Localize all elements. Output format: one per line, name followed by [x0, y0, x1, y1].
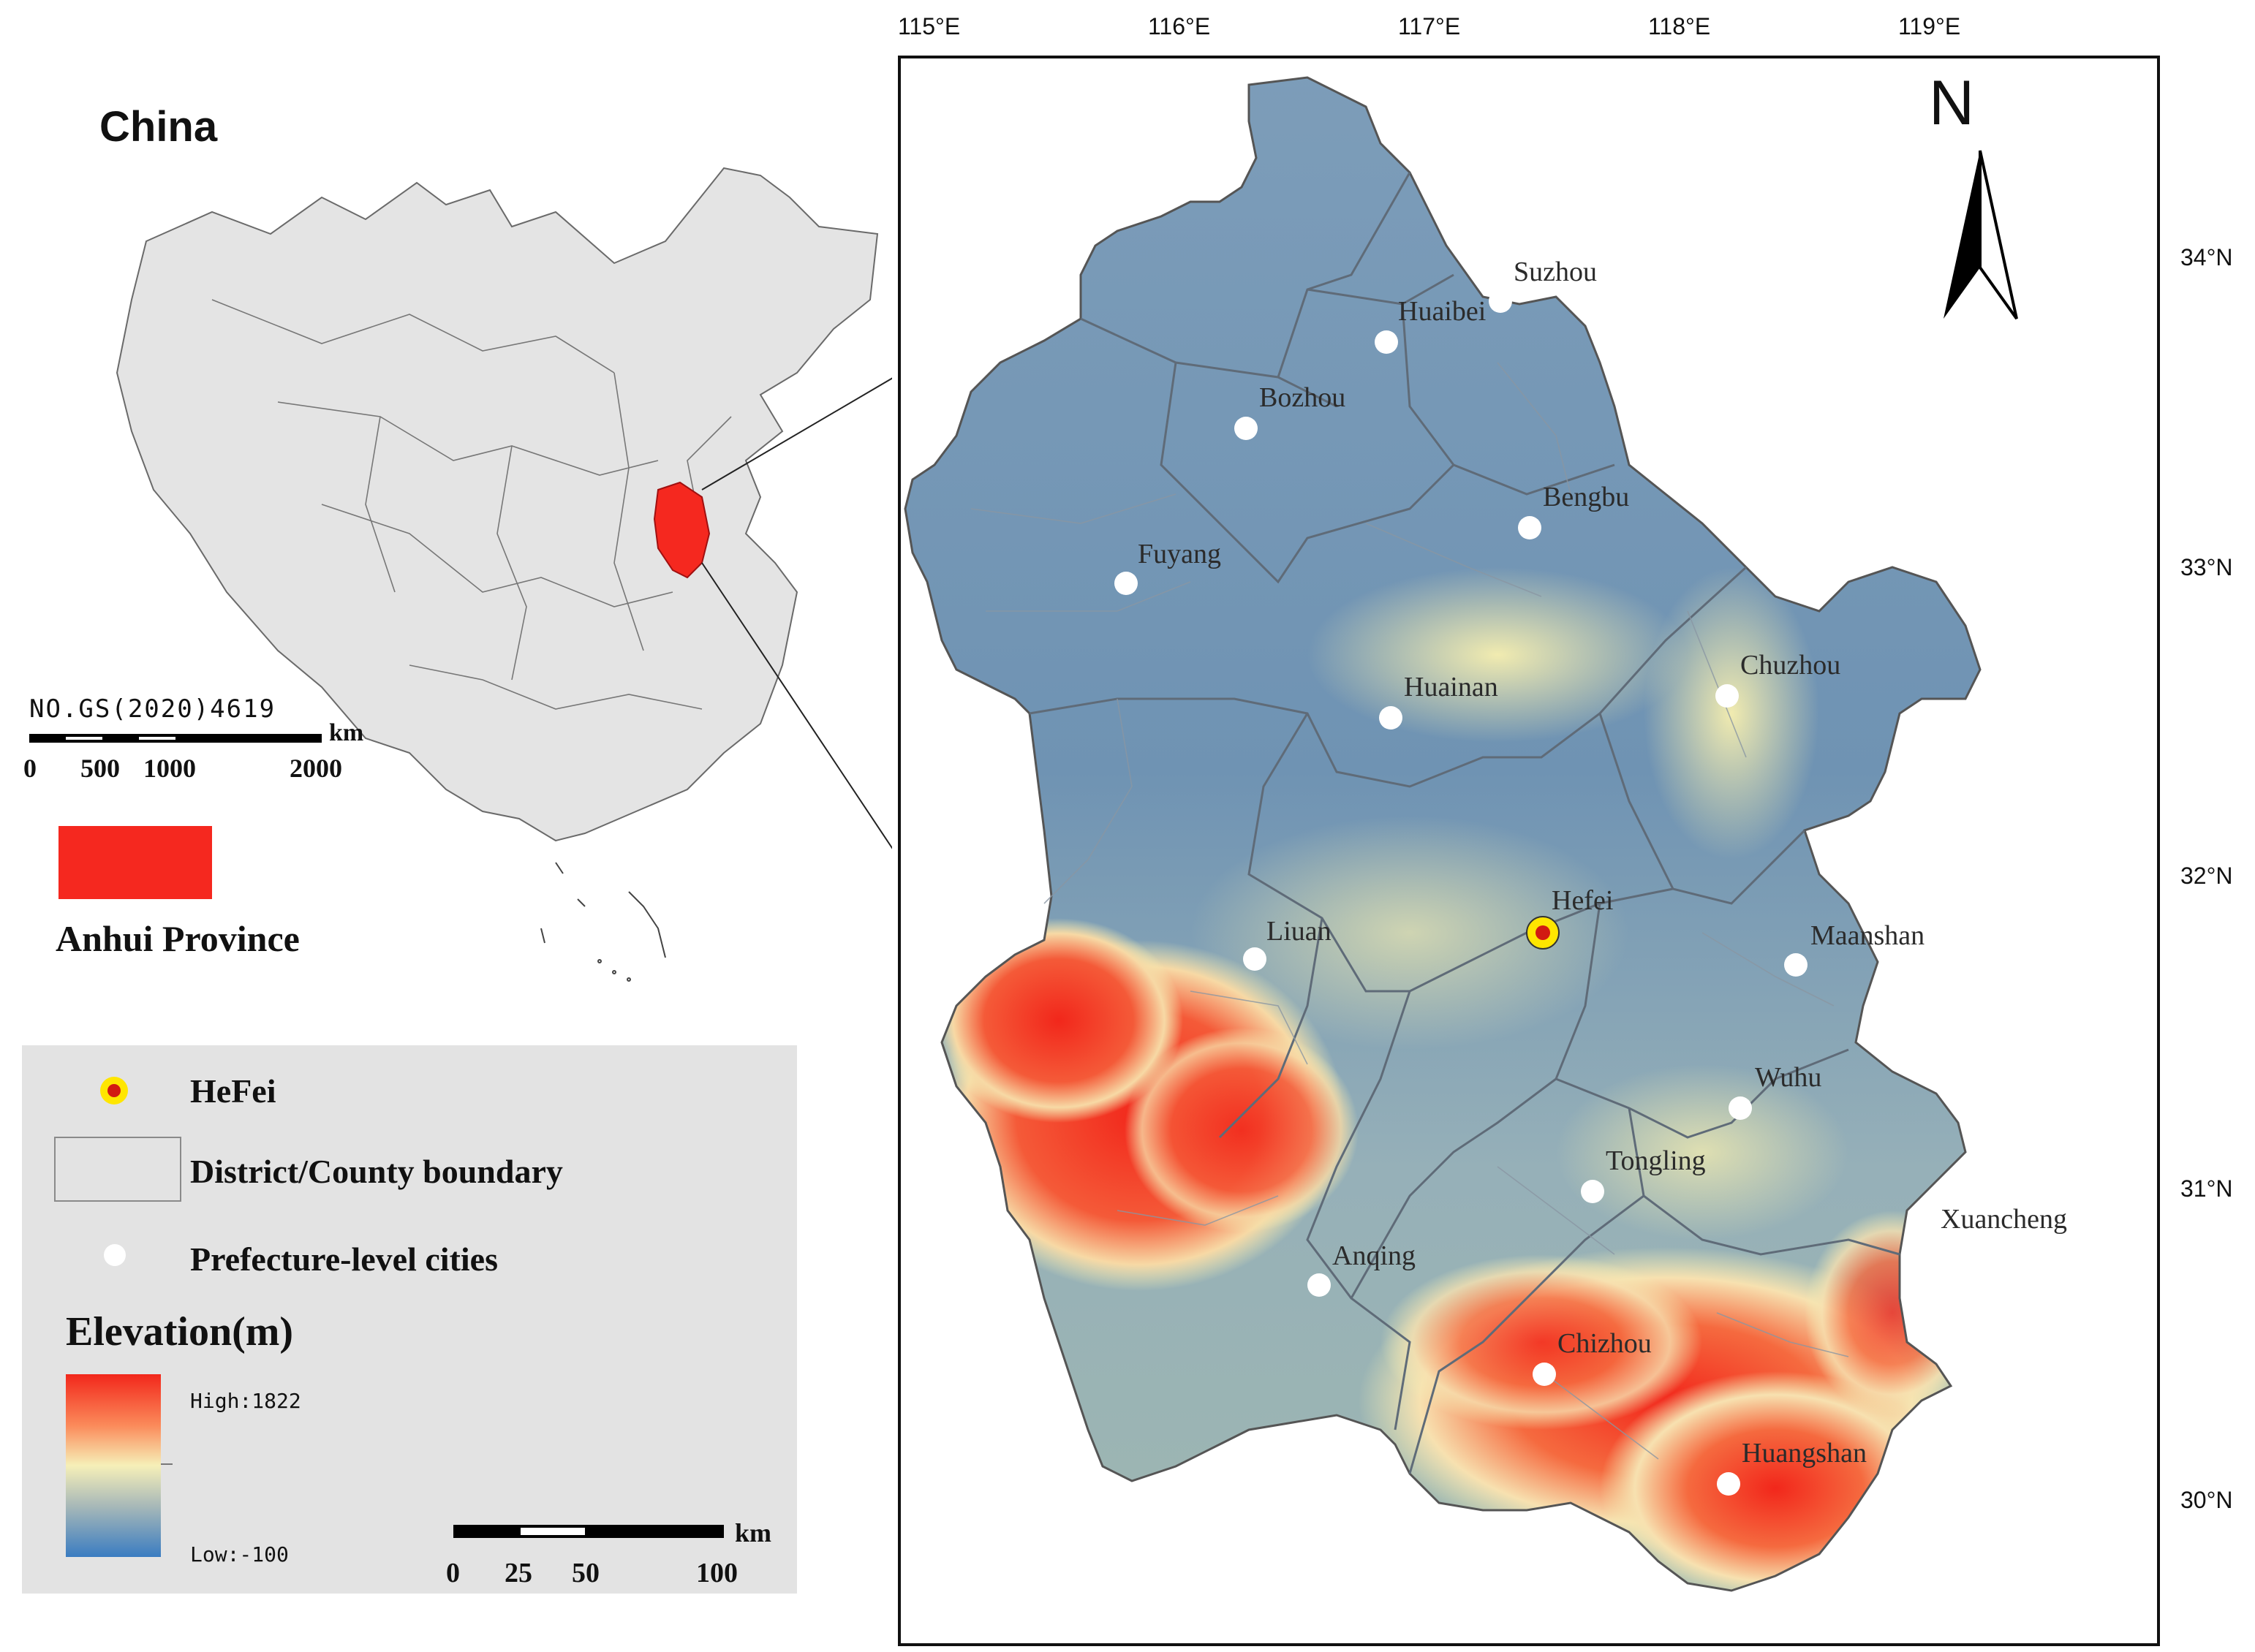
- city-dot-huangshan: [1717, 1472, 1740, 1496]
- map-scale-bar: [453, 1525, 724, 1538]
- lon-label: 117°E: [1398, 13, 1461, 39]
- city-dot-anqing: [1307, 1273, 1331, 1297]
- lat-label: 30°N: [2180, 1487, 2233, 1513]
- county-boundaries: [970, 362, 1849, 1460]
- city-symbol: [104, 1244, 126, 1266]
- lon-label: 116°E: [1148, 13, 1211, 39]
- map-scale-tick: 100: [696, 1558, 738, 1588]
- anhui-swatch: [58, 826, 212, 899]
- inset-title: China: [99, 103, 218, 151]
- elevation-low: Low:-100: [190, 1542, 289, 1566]
- lon-label: 115°E: [898, 13, 961, 39]
- inset-scale-bar: km: [29, 719, 363, 768]
- lat-label: 32°N: [2180, 863, 2233, 889]
- china-outline: [116, 167, 879, 842]
- city-label: Tongling: [1606, 1145, 1706, 1176]
- inset-scale-tick: 1000: [143, 754, 196, 783]
- legend-boundary: District/County boundary: [190, 1153, 563, 1190]
- lon-label: 119°E: [1898, 13, 1961, 39]
- city-label: Wuhu: [1755, 1062, 1822, 1093]
- lat-label: 34°N: [2180, 244, 2233, 270]
- inset-scale-tick: 500: [80, 754, 120, 783]
- lat-label: 33°N: [2180, 554, 2233, 580]
- map-scale-tick: 25: [505, 1558, 532, 1588]
- legend-hefei: HeFei: [190, 1072, 276, 1110]
- city-label: Bengbu: [1543, 482, 1630, 512]
- city-dot-xuancheng: [1916, 1237, 1939, 1260]
- city-label: Suzhou: [1514, 257, 1597, 287]
- city-dot-chuzhou: [1715, 684, 1739, 708]
- city-label: Hefei: [1552, 885, 1614, 916]
- city-label: Liuan: [1266, 916, 1332, 947]
- city-dot-tongling: [1581, 1180, 1604, 1203]
- capital-hefei: [1526, 916, 1560, 950]
- city-label: Maanshan: [1810, 920, 1925, 951]
- city-label: Huainan: [1404, 672, 1498, 702]
- province-lines: [211, 299, 732, 710]
- north-arrow-label: N: [1929, 68, 1975, 138]
- china-map: [116, 167, 892, 982]
- inset-scale-tick: 0: [23, 754, 37, 783]
- city-label: Bozhou: [1259, 382, 1346, 413]
- inset-scale-unit: km: [329, 719, 364, 746]
- city-label: Xuancheng: [1941, 1204, 2068, 1235]
- city-label: Chizhou: [1557, 1328, 1652, 1359]
- city-dot-wuhu: [1729, 1096, 1752, 1120]
- city-dot-huaibei: [1375, 330, 1398, 354]
- city-dot-suzhou: [1489, 289, 1512, 313]
- city-dot-fuyang: [1114, 572, 1138, 595]
- elevation-high: High:1822: [190, 1389, 301, 1413]
- legend-cities: Prefecture-level cities: [190, 1240, 498, 1278]
- city-dot-chizhou: [1533, 1363, 1556, 1386]
- hefei-symbol: [100, 1077, 128, 1105]
- elevation-ramp: [66, 1374, 161, 1557]
- map-number: NO.GS(2020)4619: [29, 694, 276, 724]
- city-label: Huaibei: [1398, 296, 1487, 327]
- ramp-tick: [161, 1463, 173, 1465]
- city-label: Anqing: [1332, 1240, 1416, 1271]
- anhui-highlight: [653, 481, 711, 579]
- elevation-title: Elevation(m): [66, 1309, 294, 1354]
- city-dot-bengbu: [1518, 516, 1541, 539]
- map-scale-tick: 50: [572, 1558, 600, 1588]
- city-layer: [1944, 150, 2018, 320]
- lon-label: 118°E: [1648, 13, 1711, 39]
- city-label: Fuyang: [1138, 539, 1221, 569]
- inset-scale-tick: 2000: [290, 754, 342, 783]
- province-outline: [904, 76, 1982, 1592]
- city-label: Huangshan: [1742, 1438, 1867, 1469]
- north-arrow: [1944, 150, 2018, 320]
- city-dot-liuan: [1243, 947, 1266, 971]
- zoom-line-top: [701, 377, 892, 490]
- city-dot-bozhou: [1234, 417, 1258, 440]
- anhui-map: [898, 56, 2160, 1646]
- lat-label: 31°N: [2180, 1175, 2233, 1202]
- boundary-swatch: [54, 1137, 181, 1202]
- legend: HeFei District/County boundary Prefectur…: [22, 1045, 797, 1594]
- city-dot-huainan: [1379, 706, 1402, 730]
- prefecture-boundaries: [1029, 172, 1900, 1474]
- anhui-label: Anhui Province: [56, 918, 300, 959]
- city-label: Chuzhou: [1740, 650, 1841, 681]
- city-dot-maanshan: [1784, 953, 1808, 977]
- map-scale-tick: 0: [446, 1558, 460, 1588]
- map-scale-unit: km: [735, 1518, 772, 1547]
- south-china-sea-islands: [540, 862, 666, 982]
- zoom-line-bottom: [701, 562, 892, 849]
